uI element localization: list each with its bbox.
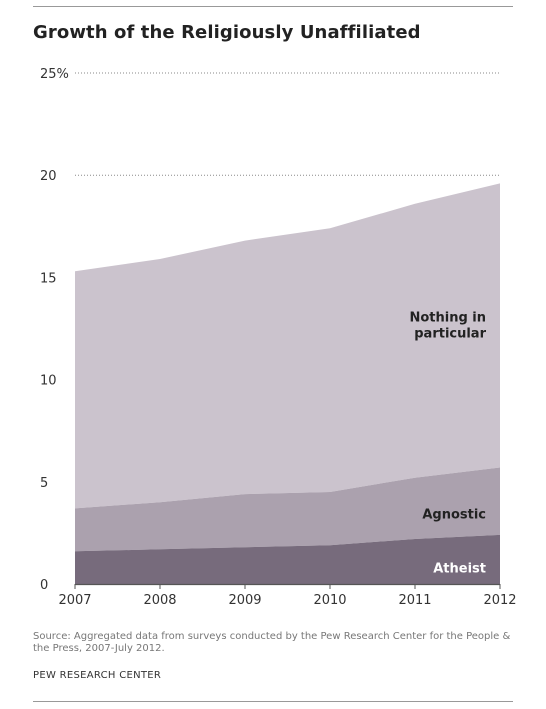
- x-tick-label: 2012: [483, 593, 516, 608]
- x-tick-label: 2008: [143, 593, 176, 608]
- x-tick-label: 2007: [58, 593, 91, 608]
- y-tick-label: 10: [40, 374, 57, 389]
- bottom-rule: [33, 701, 513, 702]
- area-agnostic: [75, 467, 500, 552]
- source-note: Source: Aggregated data from surveys con…: [33, 631, 511, 654]
- x-tick-label: 2009: [228, 593, 261, 608]
- area-atheist: [75, 534, 500, 584]
- series-label-line: Agnostic: [422, 508, 486, 523]
- series-label-nothing-in-particular: Nothing in particular: [409, 310, 486, 341]
- y-tick-label: 25%: [40, 67, 69, 82]
- series-label-line: particular: [414, 326, 486, 341]
- series-label-line: Atheist: [433, 562, 486, 577]
- organization-credit: PEW RESEARCH CENTER: [33, 670, 162, 681]
- y-tick-label: 20: [40, 169, 57, 184]
- y-tick-label: 15: [40, 271, 57, 286]
- area-nothing-in-particular: [75, 183, 500, 509]
- series-label-atheist: Atheist: [433, 562, 486, 577]
- x-tick-label: 2011: [398, 593, 431, 608]
- series-label-line: Nothing in: [409, 310, 486, 325]
- x-tick-label: 2010: [313, 593, 346, 608]
- series-label-agnostic: Agnostic: [422, 508, 486, 523]
- y-tick-label: 5: [40, 476, 48, 491]
- chart-title: Growth of the Religiously Unaffiliated: [33, 22, 421, 43]
- y-tick-label: 0: [40, 578, 48, 593]
- top-rule: [33, 6, 513, 7]
- chart-area: 0 5 10 15 20 25% 2007 2008 2009 2010 2011 2012 Athei…: [40, 67, 517, 608]
